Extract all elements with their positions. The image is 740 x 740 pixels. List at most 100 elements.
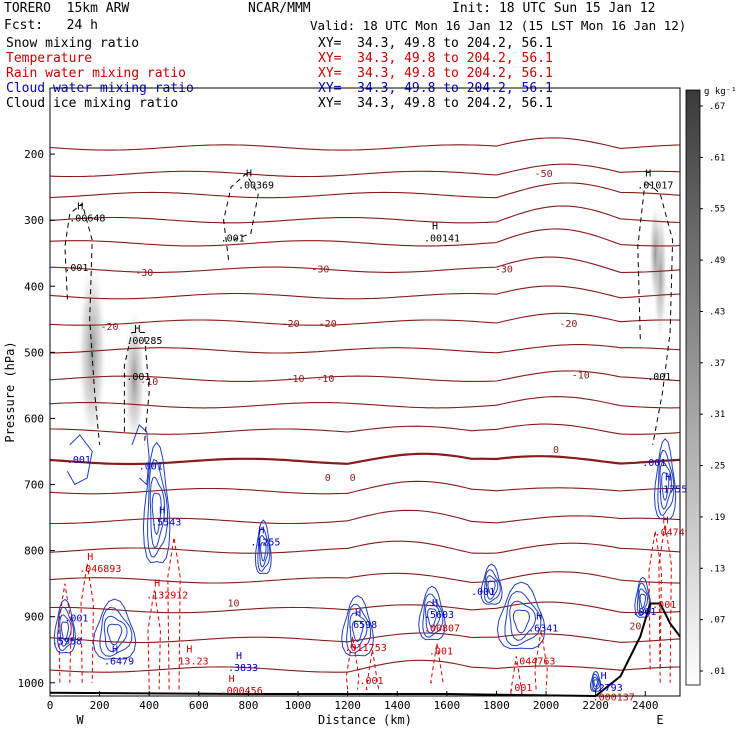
cloud-water-contour <box>480 563 503 605</box>
maximum-value: .00285 <box>126 336 162 347</box>
cloud-water-contour <box>659 461 672 510</box>
x-tick-label: 800 <box>238 699 258 712</box>
maximum-value: .001 <box>67 455 91 466</box>
field-name: Temperature <box>6 51 93 66</box>
cloud-water-contour <box>653 438 677 520</box>
cloud-water-contour <box>425 601 441 634</box>
cloud-water-contour <box>661 472 670 501</box>
colorbar-unit: g kg⁻¹ <box>704 87 737 97</box>
isotherm <box>50 228 680 247</box>
isotherm-label: -20 <box>559 319 577 330</box>
cloud-water-contour <box>483 569 501 603</box>
maximum-value: .001 <box>359 676 383 687</box>
maximum-marker: H <box>186 644 192 655</box>
maximum-value: .1255 <box>250 537 280 548</box>
colorbar-level: .07 <box>709 616 725 626</box>
maximum-value: .00648 <box>69 214 105 225</box>
maximum-value: .00807 <box>424 623 460 634</box>
maximum-value: .001 <box>508 683 532 694</box>
cloud-water-contour <box>147 458 168 558</box>
maximum-marker: H <box>432 598 438 609</box>
cloud-water-contour <box>636 582 650 617</box>
isotherm-zero <box>50 452 680 466</box>
cloud-water-contour <box>151 492 162 536</box>
valid-time: Valid: 18 UTC Mon 16 Jan 12 (15 LST Mon … <box>310 18 687 33</box>
cloud-water-contour <box>57 606 75 652</box>
cloud-water-contour <box>257 527 271 572</box>
maximum-marker: H <box>154 578 160 589</box>
west-label: W <box>76 713 84 727</box>
maximum-value: .6479 <box>104 656 134 667</box>
cloud-water-contour <box>638 588 648 613</box>
isotherm <box>50 601 680 614</box>
isotherm <box>50 205 680 224</box>
maximum-value: .000137 <box>593 693 635 704</box>
cloud-water-contour <box>103 615 128 653</box>
cloud-water-contour <box>592 676 600 690</box>
isotherm-label: -50 <box>535 169 553 180</box>
y-axis-label: Pressure (hPa) <box>3 341 17 442</box>
colorbar-level: .61 <box>709 153 725 163</box>
isotherm-label: -30 <box>495 265 513 276</box>
isotherm <box>50 256 680 273</box>
maximum-marker: H <box>663 515 669 526</box>
cloud-water-contour <box>418 585 446 641</box>
cloud-water-contour <box>351 620 364 643</box>
isotherm <box>50 285 680 300</box>
cloud-water-contour <box>66 434 93 486</box>
maximum-value: .132912 <box>146 590 188 601</box>
colorbar-level: .25 <box>709 462 725 472</box>
maximum-value: .001 <box>139 461 163 472</box>
cloud-water-contour <box>106 623 123 646</box>
maximum-value: .046893 <box>79 564 121 575</box>
field-name: Cloud ice mixing ratio <box>6 96 179 111</box>
colorbar-ramp <box>685 89 701 686</box>
maximum-marker: H <box>134 324 140 335</box>
rain-water-contour <box>534 629 548 690</box>
x-tick-label: 1800 <box>483 699 510 712</box>
cloud-water-contour <box>591 673 601 692</box>
colorbar: g kg⁻¹ .01 .07 .13 .19 .25 .31 .37 .43 .49 .55 .61.… <box>685 87 737 686</box>
isotherm-label: 0 <box>350 473 356 484</box>
forecast-hour: Fcst: 24 h <box>4 18 98 33</box>
cloud-ice-contour <box>123 332 150 445</box>
y-tick-label: 500 <box>24 346 44 359</box>
colorbar-level: .19 <box>709 513 725 523</box>
cloud-water-contour <box>53 598 77 654</box>
isotherm <box>50 137 680 151</box>
isotherm-label: -20 <box>282 319 300 330</box>
cloud-water-contour <box>259 535 269 568</box>
rain-water-contour <box>365 649 380 690</box>
y-tick-label: 400 <box>24 280 44 293</box>
maximum-value: .6341 <box>528 623 558 634</box>
isotherm <box>50 370 680 382</box>
colorbar-level: .43 <box>709 307 725 317</box>
contour-labels: -50 -30 -30 -30 -20 -20 -20 -20 -10 -10 -10 -10 0 0 0 1… <box>52 169 697 704</box>
cloud-water-contour <box>496 581 546 650</box>
cloud-water-contour <box>99 606 133 657</box>
snow-area <box>648 200 662 307</box>
maximum-marker: H <box>77 202 83 213</box>
maximum-marker: H <box>645 169 651 180</box>
colorbar-level: .01 <box>709 667 725 677</box>
isotherm-label: -10 <box>572 370 590 381</box>
isotherm-label: -20 <box>319 319 337 330</box>
cloud-water-contour <box>254 519 272 575</box>
maximum-value: .001 <box>64 263 88 274</box>
maximum-value: .5603 <box>424 610 454 621</box>
maximum-value: .6598 <box>347 620 377 631</box>
maximum-value: .1755 <box>657 485 687 496</box>
rain-water-contour <box>345 636 360 690</box>
axes: 0 200 400 600 800 1000 1200 1400 1600 1800 2000 220… <box>3 148 664 727</box>
x-tick-label: 2400 <box>632 699 659 712</box>
field-name: Snow mixing ratio <box>6 36 140 51</box>
x-tick-label: 2000 <box>533 699 560 712</box>
model-title: TORERO 15km ARW <box>4 1 130 16</box>
cloud-water-contour <box>422 593 444 638</box>
maximum-value: .5543 <box>151 518 181 529</box>
cloud-water-contour <box>512 609 531 634</box>
cloud-water-contour <box>349 612 368 649</box>
isotherm <box>50 571 680 584</box>
x-tick-label: 0 <box>47 699 54 712</box>
maximum-marker: H <box>258 525 264 536</box>
